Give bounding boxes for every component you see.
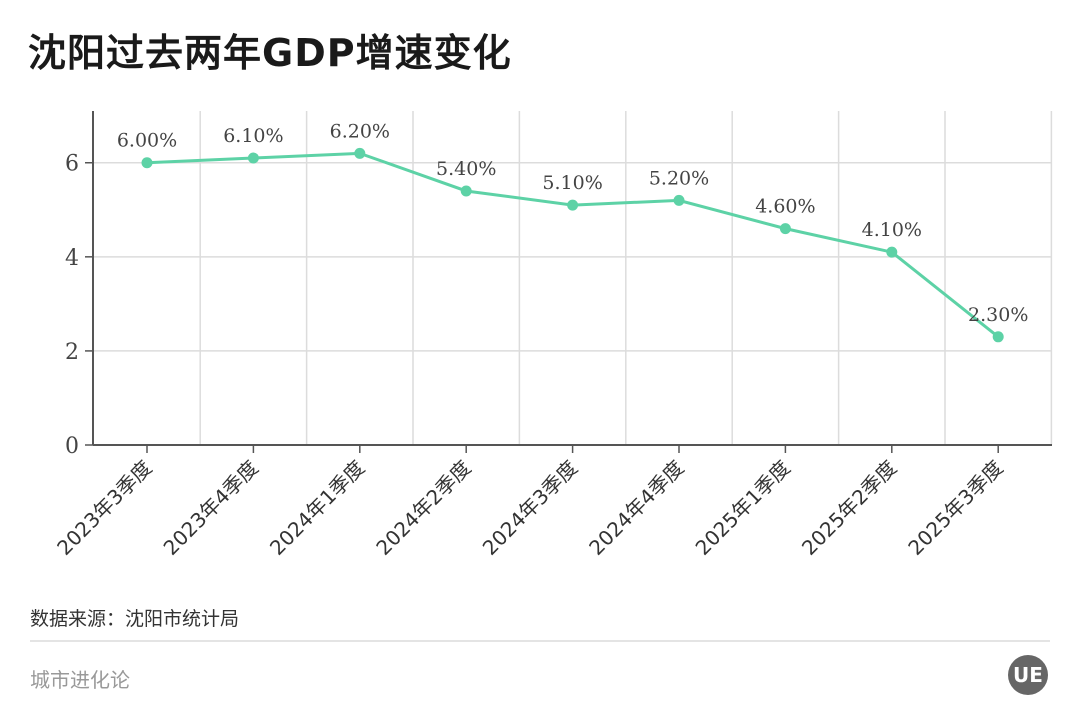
data-label: 4.60% [755,196,815,218]
data-label: 6.00% [117,130,177,152]
data-label: 5.40% [436,158,496,180]
line-chart: 0 2 4 6 2023年3季度 6.00% 2023年4季度 6.10% 2024年1季度 6.… [52,111,1053,560]
y-tick-label: 4 [65,246,79,271]
x-tick-label: 2024年3季度 [478,456,582,560]
data-label: 6.20% [330,120,390,142]
data-label: 2.30% [968,304,1028,326]
data-point [886,246,898,258]
divider [30,640,1050,642]
data-point [992,331,1004,343]
data-label: 4.10% [862,219,922,241]
y-tick-label: 0 [65,434,79,459]
data-point [354,147,366,159]
y-tick-label: 6 [65,152,79,177]
x-tick-label: 2025年1季度 [691,456,795,560]
data-point [141,157,153,169]
x-tick-label: 2024年2季度 [371,456,475,560]
brand-logo: UE [1008,655,1048,695]
x-tick-label: 2023年4季度 [159,456,263,560]
data-point [779,223,791,235]
x-tick-label: 2024年1季度 [265,456,369,560]
x-tick-label: 2025年3季度 [903,456,1007,560]
data-label: 5.20% [649,167,709,189]
data-point [567,199,579,211]
x-tick-label: 2023年3季度 [52,456,156,560]
chart-title: 沈阳过去两年GDP增速变化 [28,31,512,75]
data-label: 6.10% [223,125,283,147]
x-tick-label: 2025年2季度 [797,456,901,560]
data-point [673,194,685,206]
data-source: 数据来源：沈阳市统计局 [30,608,240,630]
x-tick-label: 2024年4季度 [584,456,688,560]
brand-name: 城市进化论 [30,668,130,692]
data-point [460,185,472,197]
y-tick-label: 2 [65,340,79,365]
data-label: 5.10% [542,172,602,194]
data-point [247,152,259,164]
